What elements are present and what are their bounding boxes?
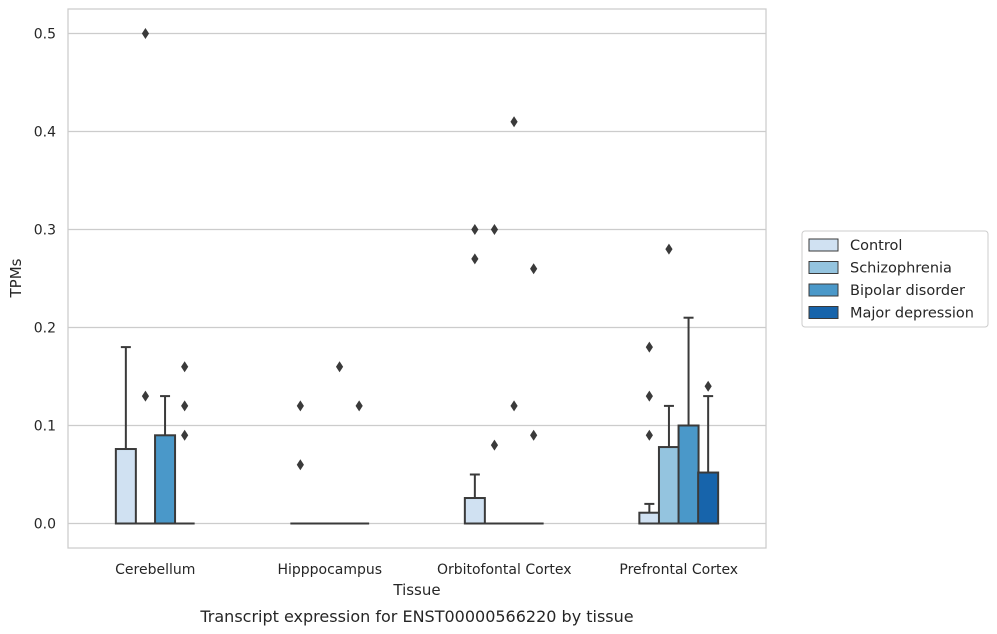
box-group — [114, 346, 137, 525]
y-tick-label: 0.1 — [34, 419, 56, 435]
box-series — [114, 28, 720, 525]
outlier-marker — [181, 429, 189, 441]
box-group — [174, 361, 195, 525]
box-group — [504, 116, 525, 525]
outlier-marker — [665, 243, 673, 255]
outlier-marker — [355, 400, 363, 412]
chart-caption: Transcript expression for ENST0000056622… — [199, 607, 633, 626]
outlier-marker — [471, 253, 479, 265]
y-tick-label: 0.2 — [34, 321, 56, 337]
box-body — [114, 448, 137, 525]
legend-swatch — [808, 238, 839, 252]
box-body — [154, 434, 177, 525]
box-group — [463, 224, 486, 525]
legend-label: Schizophrenia — [850, 261, 952, 277]
legend-swatch — [808, 283, 839, 297]
x-tick-labels: Cerebellum Hipppocampus Orbitofontal Corte… — [115, 562, 738, 578]
legend-label: Major depression — [850, 306, 974, 322]
outlier-marker — [510, 400, 518, 412]
outlier-marker — [490, 439, 499, 451]
box-group — [154, 395, 177, 525]
outlier-marker — [510, 116, 518, 128]
outlier-marker — [335, 361, 344, 373]
outlier-marker — [645, 429, 653, 441]
outlier-marker — [141, 390, 150, 402]
box-group — [697, 380, 720, 525]
box-group — [677, 316, 700, 525]
y-tick-label: 0.3 — [34, 223, 56, 239]
y-tick-label: 0.0 — [34, 517, 56, 533]
legend-swatch — [808, 261, 839, 274]
outlier-marker — [296, 400, 304, 412]
plot-frame — [67, 8, 767, 549]
x-tick-label: Prefrontal Cortex — [619, 562, 738, 578]
outlier-marker — [181, 361, 189, 373]
outlier-marker — [296, 459, 304, 471]
x-tick-label: Hipppocampus — [277, 562, 382, 578]
outlier-marker — [645, 341, 653, 353]
outlier-marker — [471, 224, 479, 235]
legend-label: Bipolar disorder — [850, 283, 965, 299]
box-body — [638, 511, 661, 525]
box-group — [135, 28, 156, 525]
box-group — [290, 400, 311, 525]
y-tick-label: 0.5 — [34, 27, 56, 43]
box-body — [657, 446, 680, 525]
outlier-marker — [490, 224, 499, 235]
y-tick-labels: 0.0 0.1 0.2 0.3 0.4 0.5 — [34, 27, 56, 533]
outlier-marker — [530, 429, 538, 441]
x-tick-label: Cerebellum — [115, 562, 195, 578]
legend: Control Schizophrenia Bipolar disorder Majo… — [801, 230, 989, 328]
box-body — [463, 497, 486, 525]
box-group — [523, 263, 544, 525]
box-group — [329, 361, 350, 525]
outlier-marker — [181, 400, 189, 412]
box-body — [697, 471, 720, 525]
legend-label: Control — [850, 238, 902, 254]
outlier-marker — [704, 380, 712, 392]
legend-frame — [801, 230, 989, 328]
box-group — [657, 243, 680, 525]
y-axis-title: TPMs — [7, 258, 25, 298]
outlier-marker — [141, 28, 150, 39]
x-tick-label: Orbitofontal Cortex — [437, 562, 572, 578]
plot-area-background — [68, 9, 766, 548]
box-body — [677, 424, 700, 525]
y-tick-label: 0.4 — [34, 125, 56, 141]
legend-swatch — [808, 306, 839, 319]
box-group — [349, 400, 370, 525]
x-axis-title: Tissue — [392, 581, 440, 599]
outlier-marker — [530, 263, 538, 275]
box-group — [484, 224, 505, 525]
outlier-marker — [645, 390, 653, 402]
